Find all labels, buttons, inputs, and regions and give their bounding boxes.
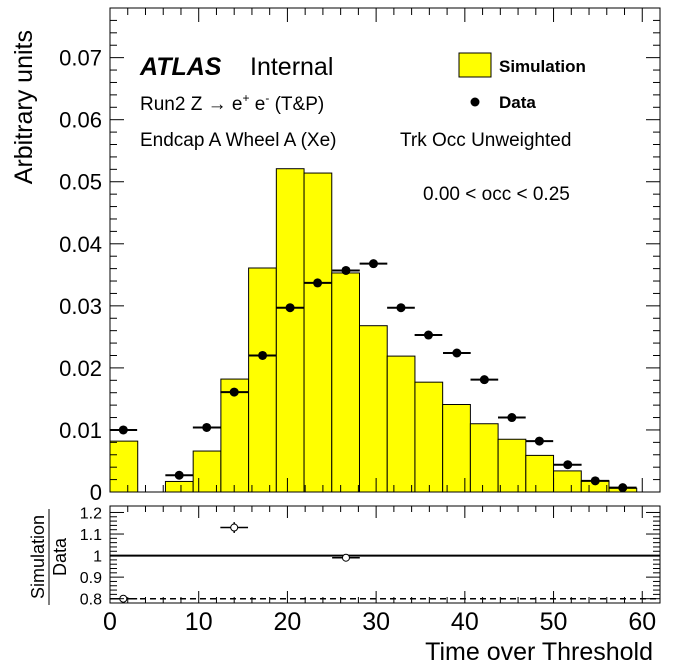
x-tick-label: 0 [103, 608, 117, 636]
y-tick-label: 0 [90, 480, 102, 505]
simulation-bin [386, 355, 416, 493]
weighting-label: Trk Occ Unweighted [400, 130, 571, 151]
y-tick-label: 0.07 [59, 46, 102, 71]
x-axis-label: Time over Threshold [425, 638, 653, 666]
ratio-reference-lines [110, 554, 660, 600]
data-point [313, 278, 323, 288]
x-tick-label: 50 [540, 608, 568, 636]
data-point [368, 259, 378, 269]
ratio-points [109, 522, 360, 603]
simulation-bin [414, 381, 444, 493]
simulation-bin [275, 168, 305, 493]
ratio-point [230, 523, 239, 532]
ratio-axes: 0.8 0.9 1 1.1 1.2 0 10 20 30 40 50 60 [80, 505, 661, 636]
y-tick-label: 0.05 [59, 170, 102, 195]
legend-simulation-swatch [458, 52, 492, 78]
ratio-y-tick-label: 0.8 [80, 592, 102, 609]
simulation-bin [553, 470, 582, 493]
atlas-logo-text: ATLAS [139, 53, 222, 81]
region-label: Endcap A Wheel A (Xe) [140, 130, 336, 151]
data-point [285, 303, 295, 313]
data-point [396, 303, 406, 313]
data-point [590, 476, 600, 486]
data-point [174, 470, 184, 480]
simulation-bin [497, 438, 527, 493]
ratio-frame [109, 505, 661, 604]
data-point [423, 330, 433, 340]
data-point [479, 375, 489, 385]
ratio-y-tick-label: 0.9 [80, 570, 102, 587]
internal-text: Internal [250, 53, 333, 81]
ratio-panel: 0.8 0.9 1 1.1 1.2 0 10 20 30 40 50 60 Simulation Da… [28, 505, 661, 666]
x-tick-label: 10 [185, 608, 213, 636]
atlas-label: ATLAS Internal [139, 53, 333, 81]
y-tick-label: 0.03 [59, 294, 102, 319]
legend: Simulation Data [458, 52, 586, 112]
ratio-y-tick-label: 1.1 [80, 527, 102, 544]
main-frame [109, 7, 661, 493]
ratio-y-tick-label: 1 [93, 549, 102, 566]
y-tick-label: 0.01 [59, 418, 102, 443]
data-point [618, 483, 628, 493]
data-point [341, 265, 351, 275]
simulation-histogram [109, 168, 638, 493]
ratio-y-tick-label: 1.2 [80, 505, 102, 522]
simulation-bin [303, 172, 333, 493]
process-label: Run2 Z → e+ e- (T&P) [140, 91, 324, 115]
simulation-bin [192, 450, 222, 493]
simulation-bin [109, 440, 139, 493]
simulation-bin [525, 454, 555, 493]
ratio-point [341, 553, 350, 562]
simulation-bin [248, 267, 277, 493]
simulation-bin [442, 404, 471, 493]
x-tick-label: 40 [451, 608, 479, 636]
y-axis-label: Arbitrary units [10, 30, 38, 184]
legend-data-label: Data [499, 93, 536, 112]
y-tick-label: 0.06 [59, 108, 102, 133]
simulation-bin [358, 325, 388, 493]
ratio-label-numerator: Simulation [28, 515, 48, 599]
data-point [563, 460, 573, 470]
ratio-y-axis-label: Simulation Data [28, 509, 70, 605]
data-point [258, 350, 268, 360]
data-point [452, 348, 462, 358]
data-point [202, 422, 212, 432]
simulation-bin [220, 378, 250, 493]
x-tick-label: 30 [362, 608, 390, 636]
data-point [507, 413, 517, 423]
x-tick-label: 20 [274, 608, 302, 636]
data-point [534, 436, 544, 446]
legend-data-marker [470, 97, 480, 107]
y-tick-label: 0.04 [59, 232, 102, 257]
simulation-bin [164, 480, 194, 493]
simulation-bin [331, 272, 360, 493]
legend-simulation-label: Simulation [499, 57, 586, 76]
occupancy-range-label: 0.00 < occ < 0.25 [423, 184, 570, 205]
simulation-bin [469, 423, 499, 493]
main-axes: 0 0.01 0.02 0.03 0.04 0.05 0.06 0.07 [59, 8, 661, 505]
data-point [229, 387, 239, 397]
main-panel: 0 0.01 0.02 0.03 0.04 0.05 0.06 0.07 Arbitrary … [10, 7, 661, 505]
x-tick-label: 60 [628, 608, 656, 636]
ratio-label-denominator: Data [50, 537, 70, 576]
y-tick-label: 0.02 [59, 356, 102, 381]
